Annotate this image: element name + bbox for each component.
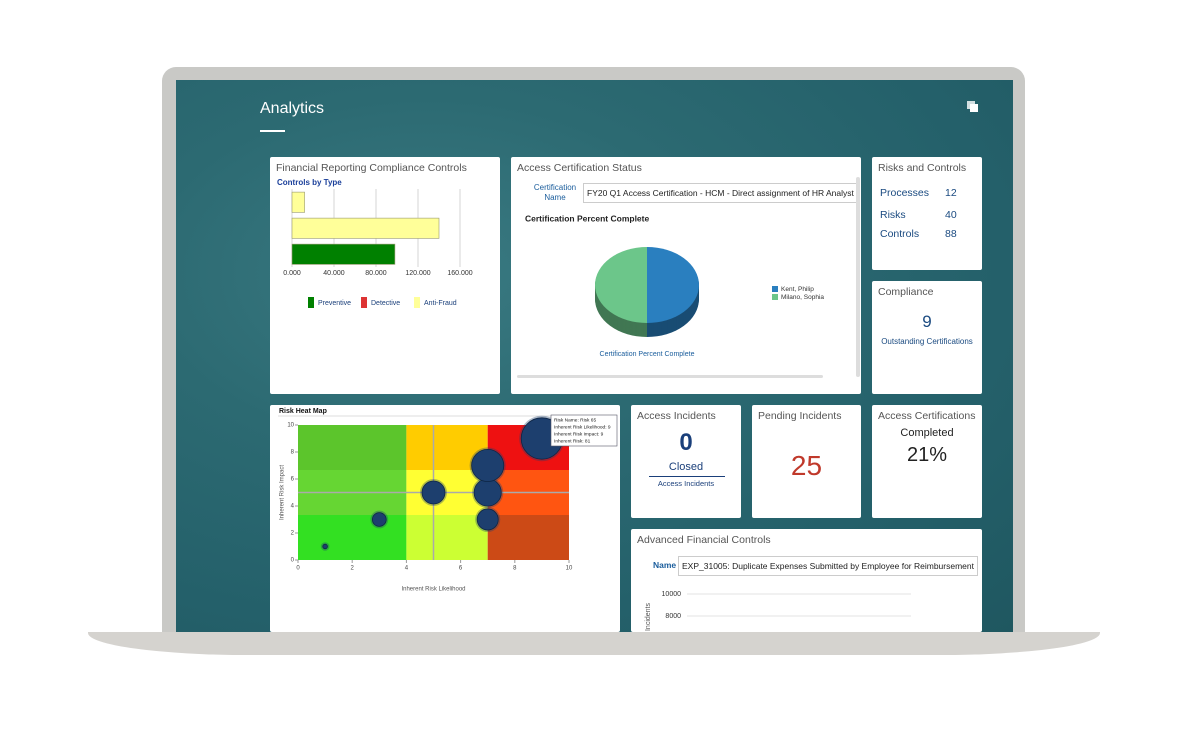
- kpi-value[interactable]: 0: [679, 429, 693, 456]
- x-tick-label: 6: [459, 566, 463, 572]
- chart-title: Risk Heat Map: [279, 408, 327, 415]
- x-tick-label: 0.000: [283, 270, 301, 277]
- card-access-incidents: Access Incidents 0 Closed Access Inciden…: [631, 405, 741, 518]
- x-tick-label: 4: [405, 566, 409, 572]
- tooltip-line: Inherent Risk Impact: 9: [554, 431, 604, 437]
- card-pending-incidents: Pending Incidents 25: [752, 405, 861, 518]
- row-value: 40: [945, 209, 957, 221]
- laptop-base: [88, 632, 1100, 655]
- y-tick-label: 2: [291, 531, 295, 537]
- menu-icon[interactable]: [966, 100, 980, 114]
- y-tick-label: 8: [291, 450, 295, 456]
- y-tick-label: 4: [291, 504, 295, 510]
- row-label: Controls: [880, 228, 920, 240]
- divider: [649, 476, 725, 477]
- x-tick-label: 2: [351, 566, 355, 572]
- legend-swatch: [772, 286, 778, 292]
- legend-swatch: [414, 297, 420, 308]
- bubble: [421, 480, 446, 505]
- kpi-label: Outstanding Certifications: [881, 337, 973, 346]
- card-title: Access Incidents: [637, 410, 716, 422]
- legend-label: Kent, Philip: [781, 286, 814, 293]
- kpi-status: Closed: [668, 461, 704, 473]
- card-title: Compliance: [878, 286, 934, 298]
- kpi-value[interactable]: 21%: [906, 444, 948, 466]
- card-advanced-controls: Advanced Financial Controls Name EXP_310…: [631, 529, 982, 632]
- bar-chart: Controls by Type 0.000 40.000 80.000 120.000…: [277, 178, 473, 308]
- kpi-status: Completed: [900, 427, 954, 439]
- card-title: Risks and Controls: [878, 162, 967, 174]
- bubble-chart: Risk Heat Map 0 2 4 6 8 10 0 2 4 6 8 10 Inherent Risk…: [278, 408, 618, 593]
- card-access-certification: Access Certification Status Certificatio…: [511, 157, 861, 394]
- heat-zones: [298, 425, 569, 560]
- bar: [291, 217, 440, 239]
- x-tick-label: 8: [513, 566, 517, 572]
- y-axis-label: Incidents: [645, 602, 652, 631]
- scrollbar[interactable]: [856, 177, 860, 377]
- scrollbar[interactable]: [517, 375, 823, 378]
- tooltip-line: Inherent Risk Likelihood: 9: [554, 424, 611, 430]
- legend-swatch: [308, 297, 314, 308]
- y-tick-label: 10000: [662, 591, 682, 598]
- chart-title: Certification Percent Complete: [525, 213, 649, 223]
- x-tick-label: 160.000: [447, 270, 472, 277]
- y-tick-label: 6: [291, 477, 295, 483]
- x-axis-label: Inherent Risk Likelihood: [401, 587, 465, 593]
- chart-title: Controls by Type: [277, 178, 342, 187]
- row-value: 88: [945, 228, 957, 240]
- field-label: Certification Name: [533, 183, 577, 202]
- legend-label: Preventive: [318, 300, 351, 307]
- pie-slice: [647, 247, 699, 323]
- bubble: [372, 512, 387, 527]
- legend-label: Detective: [371, 300, 400, 307]
- legend-swatch: [361, 297, 367, 308]
- row-value: 12: [945, 187, 957, 199]
- card-title: Financial Reporting Compliance Controls: [276, 162, 467, 174]
- x-tick-label: 10: [566, 566, 573, 572]
- tooltip-line: Risk Name: Risk 65: [554, 417, 596, 423]
- card-financial-controls: Controls by Type 0.000 40.000 80.000 120.000…: [270, 157, 500, 394]
- row-label: Risks: [880, 209, 906, 221]
- kpi-label: Access Incidents: [657, 479, 715, 488]
- kpi-value[interactable]: 25: [790, 450, 823, 481]
- title-underline: [260, 130, 285, 132]
- field-label: Name: [653, 560, 677, 570]
- bubble: [322, 543, 328, 550]
- card-access-certifications: Access Certifications Completed 21%: [872, 405, 982, 518]
- line-chart: 8000 10000 Incidents: [645, 591, 911, 631]
- chart-footer: Certification Percent Complete: [600, 351, 695, 358]
- y-tick-label: 8000: [665, 613, 681, 620]
- legend-swatch: [772, 294, 778, 300]
- bubble: [476, 508, 499, 531]
- tooltip-line: Inherent Risk: 81: [554, 438, 591, 444]
- legend-label: Anti-Fraud: [424, 300, 457, 307]
- card-compliance: Compliance 9 Outstanding Certifications: [872, 281, 982, 394]
- x-tick-label: 80.000: [365, 270, 387, 277]
- card-risk-heat-map: Risk Heat Map 0 2 4 6 8 10 0 2 4 6 8 10 Inherent Risk…: [270, 405, 620, 632]
- pie-chart: Certification Percent Complete Kent, Phil…: [525, 213, 824, 358]
- y-axis-label: Inherent Risk Impact: [280, 465, 286, 520]
- tooltip-box: [550, 414, 618, 447]
- x-tick-label: 120.000: [405, 270, 430, 277]
- bar: [291, 191, 305, 213]
- bar: [291, 243, 396, 265]
- y-tick-label: 10: [287, 423, 294, 429]
- card-title: Access Certification Status: [517, 162, 642, 174]
- bubble: [471, 449, 505, 483]
- x-tick-label: 40.000: [323, 270, 345, 277]
- y-tick-label: 0: [291, 558, 295, 564]
- card-title: Access Certifications: [878, 410, 976, 422]
- card-risks-controls: Risks and Controls Processes 12 Risks 40 Con…: [872, 157, 982, 270]
- kpi-value[interactable]: 9: [922, 312, 932, 331]
- card-title: Advanced Financial Controls: [637, 534, 771, 546]
- card-title: Pending Incidents: [758, 410, 842, 422]
- x-tick-label: 0: [296, 566, 300, 572]
- page-title: Analytics: [260, 100, 325, 117]
- pie-slice: [595, 247, 647, 323]
- legend-label: Milano, Sophia: [781, 294, 824, 301]
- field-value[interactable]: EXP_31005: Duplicate Expenses Submitted …: [678, 556, 978, 576]
- row-label: Processes: [880, 187, 930, 199]
